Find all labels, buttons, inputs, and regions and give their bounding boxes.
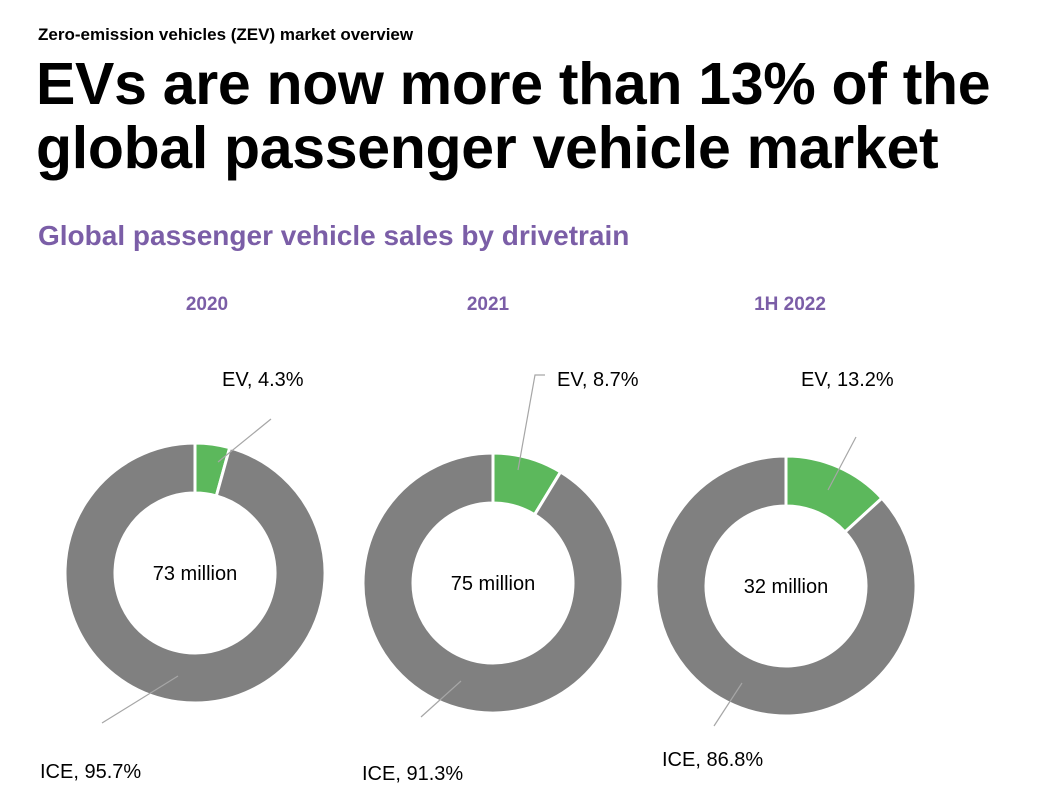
leader-line-ice <box>713 682 743 727</box>
leader-line-ice <box>420 680 462 718</box>
leader-line-ice <box>101 675 179 724</box>
donut-chart-3: 1H 2022 32 million EV, 13.2% ICE, 86.8% <box>654 294 918 771</box>
total-label: 32 million <box>744 576 828 598</box>
period-label: 1H 2022 <box>754 294 826 315</box>
data-label-ice: ICE, 86.8% <box>662 749 763 771</box>
data-label-ev: EV, 13.2% <box>801 369 894 391</box>
total-label: 75 million <box>451 573 535 595</box>
data-label-ice: ICE, 91.3% <box>362 763 463 785</box>
donut-chart-2: 2021 75 million EV, 8.7% ICE, 91.3% <box>361 294 639 785</box>
report-kicker: Zero-emission vehicles (ZEV) market over… <box>38 25 414 44</box>
leader-line-ev <box>827 436 857 491</box>
donut-chart-1: 2020 73 million EV, 4.3% ICE, 95.7% <box>40 294 327 783</box>
headline: EVs are now more than 13% of the global … <box>36 52 1036 180</box>
headline-line-1: EVs are now more than 13% of the <box>36 51 991 117</box>
data-label-ev: EV, 4.3% <box>222 369 304 391</box>
period-label: 2020 <box>186 294 228 315</box>
data-label-ev: EV, 8.7% <box>557 369 639 391</box>
slice-ice <box>654 454 918 718</box>
period-label: 2021 <box>467 294 510 315</box>
headline-line-2: global passenger vehicle market <box>36 115 939 181</box>
data-label-ice: ICE, 95.7% <box>40 761 141 783</box>
leader-line-ev <box>517 374 545 471</box>
total-label: 73 million <box>153 563 237 585</box>
slice-ice <box>63 441 327 705</box>
leader-line-ev <box>217 418 272 463</box>
chart-title: Global passenger vehicle sales by drivet… <box>38 220 630 251</box>
slice-ice <box>361 451 625 715</box>
